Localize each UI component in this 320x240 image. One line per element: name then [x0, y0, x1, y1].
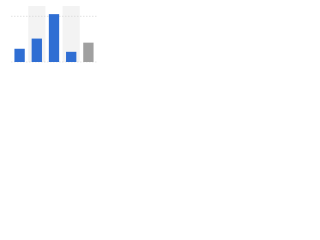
- bar: [66, 51, 77, 62]
- bar: [48, 14, 60, 62]
- bar: [31, 38, 42, 62]
- bar: [14, 48, 25, 62]
- chart: [0, 0, 100, 71]
- column-band: [62, 6, 80, 62]
- bar: [83, 42, 94, 62]
